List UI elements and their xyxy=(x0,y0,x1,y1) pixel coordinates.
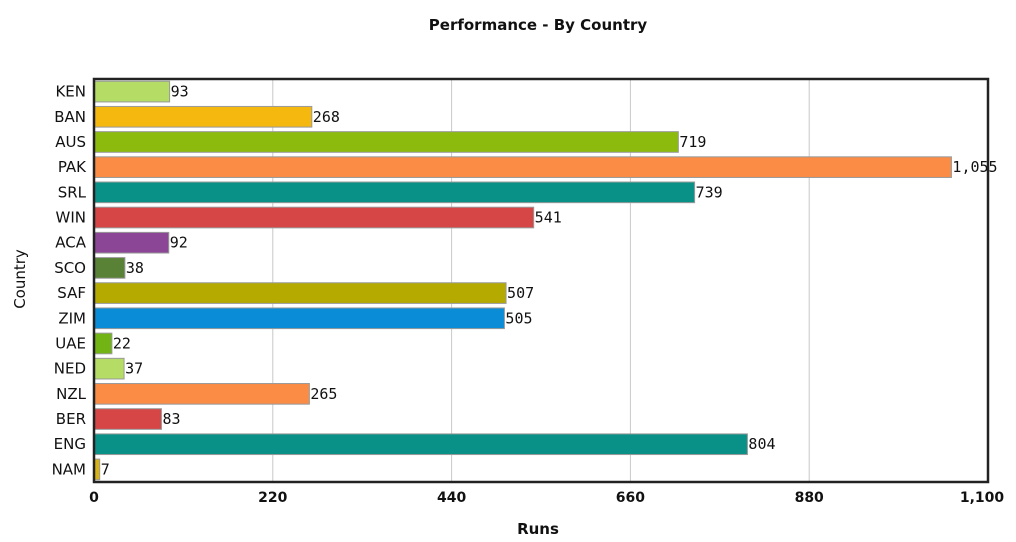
x-tick-label: 880 xyxy=(795,490,824,506)
y-tick-label: NED xyxy=(54,360,86,378)
y-axis-title: Country xyxy=(11,249,29,309)
y-tick-label: PAK xyxy=(58,158,87,176)
bar xyxy=(93,181,696,204)
y-tick-label: SRL xyxy=(58,183,87,201)
data-label: 1,055 xyxy=(952,158,997,176)
data-label: 38 xyxy=(126,259,144,277)
y-tick-label: UAE xyxy=(55,334,86,352)
y-tick-label: KEN xyxy=(55,83,86,101)
bar xyxy=(93,383,310,405)
y-tick-label: ZIM xyxy=(58,309,86,327)
x-tick-label: 1,100 xyxy=(960,490,1005,506)
y-tick-label: BAN xyxy=(54,108,86,126)
data-label: 739 xyxy=(696,183,723,201)
data-label: 268 xyxy=(313,108,340,126)
data-label: 804 xyxy=(748,435,775,453)
bar xyxy=(93,231,170,254)
chart-title: Performance - By Country xyxy=(429,16,648,34)
data-label: 37 xyxy=(125,360,143,378)
y-tick-label: SAF xyxy=(57,284,86,302)
x-tick-label: 440 xyxy=(437,490,466,506)
bars xyxy=(93,80,952,481)
data-label: 505 xyxy=(505,309,532,327)
y-tick-label: NZL xyxy=(56,385,86,403)
bar xyxy=(93,105,313,128)
data-label: 719 xyxy=(679,133,706,151)
data-label: 507 xyxy=(507,284,534,302)
x-tick-labels: 0 220 440 660 880 1,100 xyxy=(89,490,1004,506)
bar xyxy=(93,357,125,380)
y-tick-label: NAM xyxy=(52,460,86,478)
y-tick-label: ENG xyxy=(54,435,86,453)
data-label: 541 xyxy=(535,209,562,227)
bar xyxy=(93,332,113,355)
data-labels: 93 268 719 1,055 739 541 92 38 507 505 22 37 265 83 80… xyxy=(101,83,998,479)
bar xyxy=(93,80,171,103)
y-tick-labels: KEN BAN AUS PAK SRL WIN ACA SCO SAF ZIM UAE NED NZL B… xyxy=(52,83,88,479)
plot-border xyxy=(92,77,990,484)
data-label: 22 xyxy=(113,334,131,352)
x-tick-label: 0 xyxy=(89,490,99,506)
y-tick-label: AUS xyxy=(55,133,86,151)
y-tick-label: SCO xyxy=(54,259,86,277)
bar xyxy=(93,282,507,304)
data-label: 92 xyxy=(170,234,188,252)
y-tick-label: BER xyxy=(56,410,86,428)
bar xyxy=(93,257,126,279)
x-tick-label: 220 xyxy=(258,490,287,506)
bar xyxy=(93,307,505,330)
bar xyxy=(93,131,679,153)
bar xyxy=(93,433,748,456)
x-tick-label: 660 xyxy=(616,490,645,506)
y-tick-label: ACA xyxy=(55,234,86,252)
data-label: 83 xyxy=(162,410,180,428)
y-tick-label: WIN xyxy=(56,209,86,227)
data-label: 93 xyxy=(171,83,189,101)
bar xyxy=(93,156,952,178)
data-label: 265 xyxy=(310,385,337,403)
bar xyxy=(93,408,162,430)
x-axis-title: Runs xyxy=(517,520,559,538)
bar xyxy=(93,206,535,229)
data-label: 7 xyxy=(101,460,110,478)
